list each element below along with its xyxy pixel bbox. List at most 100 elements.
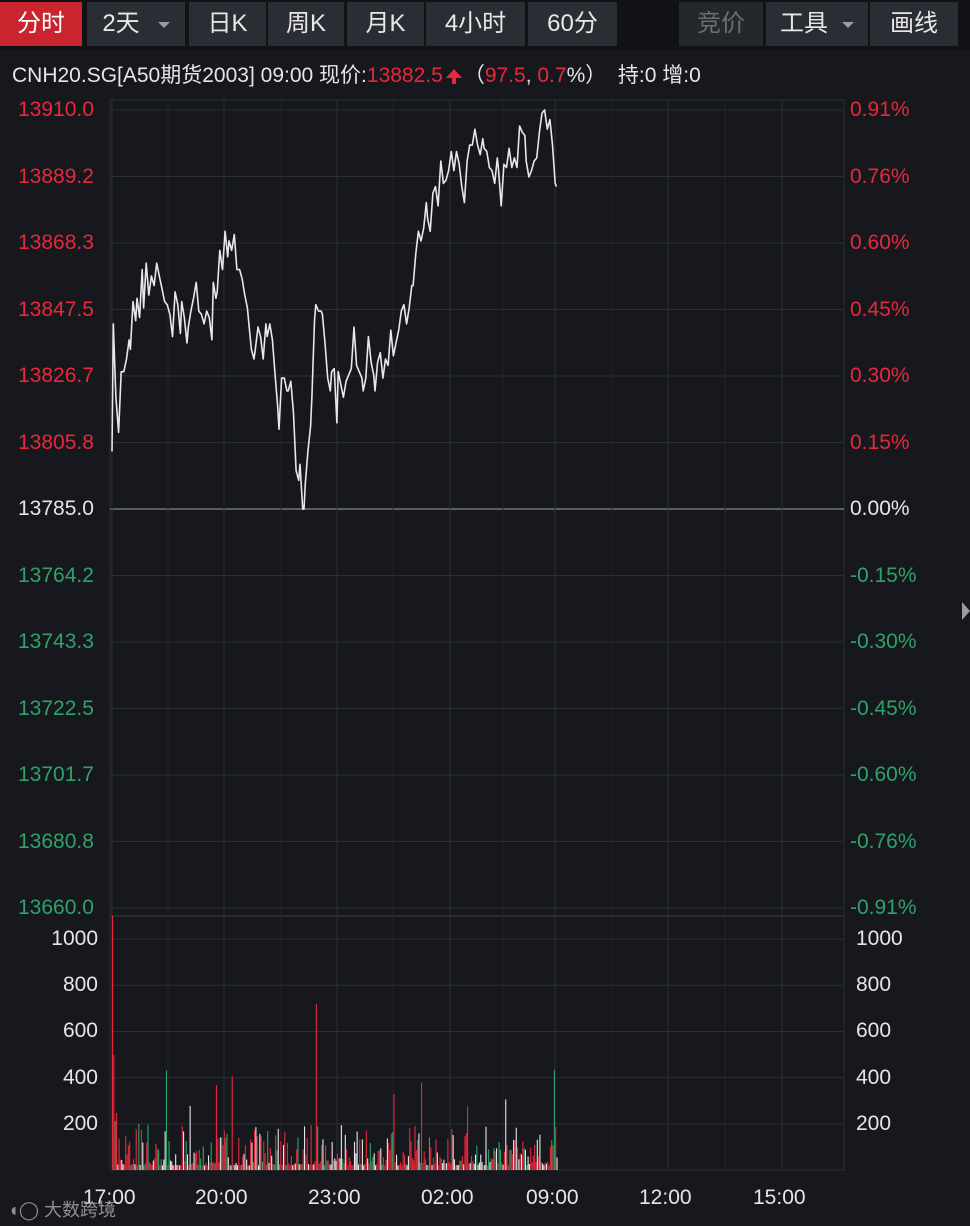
price-tick-label: 13660.0 (18, 896, 94, 919)
volume-bar (532, 1155, 534, 1170)
volume-bar (455, 1165, 457, 1170)
volume-bar (351, 1165, 353, 1170)
volume-bar (468, 1163, 470, 1170)
interest-increase: 增:0 (662, 64, 701, 87)
tab-4hour[interactable]: 4小时 (426, 2, 525, 46)
volume-bar (497, 1163, 499, 1170)
volume-bar (442, 1163, 444, 1170)
volume-bar (556, 1157, 558, 1170)
price-tick-label: 13680.8 (18, 829, 94, 853)
draw-line-button[interactable]: 画线 (870, 2, 958, 46)
pct-tick-label: 0.00% (850, 497, 910, 520)
price-tick-label: 13785.0 (18, 497, 94, 520)
volume-bar (364, 1163, 366, 1170)
volume-bar (280, 1141, 282, 1170)
volume-bar (271, 1155, 273, 1170)
volume-bar (267, 1131, 269, 1170)
tab-daily-k[interactable]: 日K (189, 2, 266, 46)
volume-bar (489, 1162, 491, 1170)
volume-tick-label-left: 200 (62, 1111, 98, 1135)
volume-bar (325, 1145, 327, 1170)
price-tick-label: 13889.2 (18, 164, 94, 188)
pct-tick-label: 0.76% (850, 164, 910, 188)
volume-bar (196, 1150, 198, 1170)
chevron-right-icon[interactable] (962, 602, 970, 620)
volume-bar (164, 1131, 166, 1170)
volume-bar (375, 1165, 377, 1170)
volume-bar (423, 1151, 425, 1170)
tab-60min[interactable]: 60分 (528, 2, 617, 46)
volume-bar (406, 1165, 408, 1170)
volume-bar (417, 1139, 419, 1170)
volume-bar (418, 1133, 420, 1170)
tools-dropdown[interactable]: 工具 (766, 2, 868, 46)
tab-intraday[interactable]: 分时 (0, 2, 82, 46)
volume-bar (409, 1128, 411, 1170)
volume-bar (422, 1163, 424, 1170)
volume-bar (474, 1154, 477, 1170)
volume-bar (248, 1165, 250, 1170)
volume-bar (476, 1145, 478, 1170)
volume-bar (449, 1163, 452, 1170)
volume-bar (305, 1154, 307, 1170)
volume-bar (350, 1161, 352, 1170)
volume-bar (281, 1164, 283, 1170)
tab-weekly-k[interactable]: 周K (268, 2, 344, 46)
volume-bar (511, 1154, 513, 1170)
tab-auction[interactable]: 竞价 (679, 2, 763, 46)
volume-bar (247, 1165, 249, 1170)
volume-bar (459, 1160, 461, 1170)
volume-bar (273, 1164, 275, 1170)
volume-bar (509, 1149, 511, 1170)
volume-tick-label-left: 800 (62, 973, 98, 997)
volume-bar (539, 1134, 541, 1170)
tab-2day[interactable]: 2天 (87, 2, 185, 46)
volume-bar (376, 1163, 378, 1170)
volume-bar (470, 1155, 473, 1170)
volume-bar (181, 1126, 183, 1170)
volume-bar (415, 1150, 417, 1170)
time-tick-label: 17:00 (83, 1186, 136, 1209)
time-tick-label: 23:00 (308, 1186, 361, 1209)
volume-bar (144, 1163, 146, 1170)
volume-bar (260, 1136, 262, 1170)
volume-bar (547, 1161, 549, 1170)
volume-bar (399, 1162, 402, 1170)
volume-bar (517, 1147, 519, 1170)
volume-bar (112, 916, 114, 1170)
volume-bar (286, 1143, 288, 1170)
volume-tick-label-left: 600 (62, 1019, 98, 1043)
volume-bar (363, 1165, 365, 1170)
volume-bar (522, 1141, 524, 1170)
tab-monthly-k[interactable]: 月K (347, 2, 424, 46)
volume-bar (177, 1164, 179, 1170)
volume-bar (219, 1137, 221, 1170)
volume-bar (298, 1164, 300, 1170)
volume-bar (421, 1083, 423, 1170)
volume-bar (138, 1124, 140, 1170)
volume-bar (188, 1165, 190, 1170)
volume-bar (254, 1130, 256, 1170)
current-price: 13882.5 (366, 64, 443, 87)
volume-bar (506, 1145, 508, 1170)
pct-tick-label: -0.15% (850, 563, 917, 587)
tab-2day-label: 2天 (102, 10, 140, 37)
volume-bar (543, 1165, 545, 1170)
volume-bar (288, 1163, 290, 1170)
volume-bar (413, 1160, 415, 1170)
volume-bar (123, 1164, 125, 1170)
volume-bar (284, 1131, 286, 1170)
volume-bar (353, 1141, 356, 1170)
volume-bar (183, 1131, 185, 1170)
open-interest: 持:0 (617, 64, 657, 87)
volume-bar (290, 1156, 292, 1170)
price-line (111, 109, 558, 510)
pct-tick-label: -0.30% (850, 630, 917, 653)
volume-bar (276, 1150, 278, 1170)
volume-bar (122, 1164, 124, 1170)
volume-bar (319, 1161, 321, 1170)
volume-bar (528, 1164, 530, 1170)
volume-bar (275, 1135, 277, 1170)
volume-bar (235, 1163, 237, 1170)
